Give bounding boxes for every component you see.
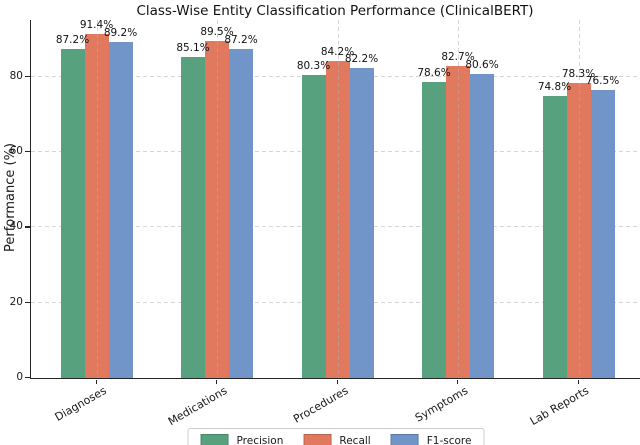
bar-value-label: 80.6% [465, 59, 499, 72]
bar-value-label: 85.1% [176, 42, 210, 55]
v-gridline [337, 20, 339, 378]
y-tick-mark [25, 226, 30, 228]
y-tick-label: 80 [9, 69, 23, 82]
x-tick-label-text: Diagnoses [52, 384, 109, 424]
bar-value-label: 91.4% [79, 18, 114, 31]
legend-item-recall: Recall [303, 434, 371, 445]
bar-value-label: 78.3% [561, 67, 596, 80]
chart-title: Class-Wise Entity Classification Perform… [136, 3, 534, 19]
y-tick-label: 0 [16, 371, 23, 383]
bar-value-label: 82.2% [344, 53, 379, 66]
bar-precision-diagnoses [60, 49, 85, 378]
legend-item-precision: Precision [200, 434, 284, 445]
x-tick-mark [95, 380, 97, 384]
bar-f1-score-medications [229, 49, 253, 378]
y-tick-mark [25, 301, 30, 303]
legend-swatch-f1-score [390, 434, 419, 445]
bar-value-label: 87.2% [224, 34, 258, 47]
x-tick-label-text: Medications [165, 384, 230, 429]
bar-value-label: 74.8% [537, 81, 572, 94]
bar-precision-symptoms [422, 81, 446, 378]
bar-f1-score-diagnoses [108, 41, 133, 378]
x-tick-label-text: Lab Reports [527, 384, 591, 429]
x-tick-mark [457, 380, 459, 384]
legend-label: F1-score [426, 434, 472, 445]
legend-item-f1-score: F1-score [390, 434, 472, 445]
bar-f1-score-lab-reports [590, 89, 615, 378]
legend-label: Recall [339, 434, 371, 445]
bar-value-label: 87.2% [55, 34, 90, 47]
bar-value-label: 80.3% [296, 60, 331, 73]
legend: Precision Recall F1-score [187, 428, 485, 445]
x-tick-mark [216, 380, 218, 384]
bar-precision-procedures [301, 75, 326, 378]
bar-precision-medications [181, 57, 205, 378]
v-gridline [217, 20, 218, 378]
y-tick-label: 20 [9, 295, 23, 308]
plot-area: 87.2% 91.4% 89.2% 85.1% 89.5% 87.2% 80.3% 84.2%… [30, 18, 640, 379]
legend-swatch-recall [303, 434, 332, 445]
legend-swatch-precision [200, 434, 229, 445]
x-tick-mark [577, 380, 579, 384]
y-tick-mark [25, 150, 30, 153]
bar-value-label: 89.2% [103, 26, 138, 39]
x-tick-label-text: Symptoms [413, 384, 471, 425]
v-gridline [458, 20, 459, 378]
y-axis-label: Performance (%) [3, 142, 18, 252]
y-tick-mark [25, 75, 30, 77]
bar-f1-score-symptoms [470, 74, 494, 378]
bar-value-label: 89.5% [200, 25, 234, 38]
v-gridline [96, 20, 98, 378]
v-gridline [578, 20, 580, 378]
bar-value-label: 78.6% [417, 66, 451, 79]
x-tick-label-text: Procedures [290, 384, 350, 426]
bar-value-label: 76.5% [585, 74, 620, 87]
y-tick-label: 40 [9, 220, 23, 233]
bar-value-label: 82.7% [441, 51, 475, 64]
legend-label: Precision [236, 434, 284, 445]
x-tick-mark [336, 380, 338, 384]
bar-precision-lab-reports [542, 96, 567, 378]
y-tick-label: 60 [9, 144, 23, 157]
bar-value-label: 84.2% [320, 45, 355, 58]
bar-f1-score-procedures [349, 68, 374, 378]
y-tick-mark [25, 377, 30, 379]
